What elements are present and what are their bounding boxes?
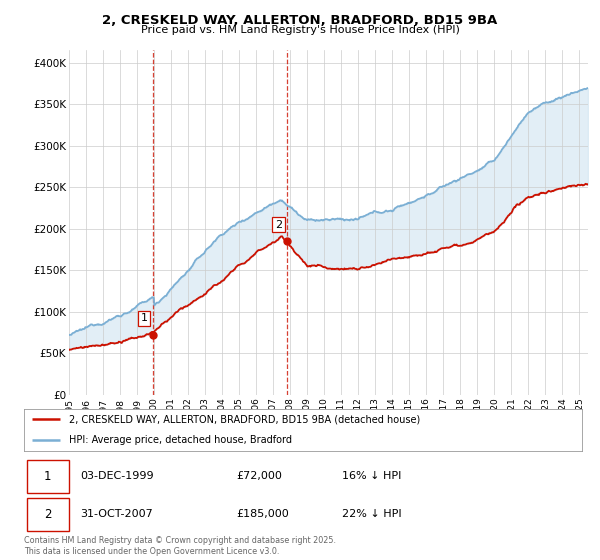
Text: 03-DEC-1999: 03-DEC-1999: [80, 472, 154, 482]
Text: 2, CRESKELD WAY, ALLERTON, BRADFORD, BD15 9BA: 2, CRESKELD WAY, ALLERTON, BRADFORD, BD1…: [103, 14, 497, 27]
Text: Price paid vs. HM Land Registry's House Price Index (HPI): Price paid vs. HM Land Registry's House …: [140, 25, 460, 35]
Text: 1: 1: [141, 314, 148, 324]
Text: £185,000: £185,000: [236, 509, 289, 519]
Text: 1: 1: [44, 470, 52, 483]
Text: 31-OCT-2007: 31-OCT-2007: [80, 509, 152, 519]
Text: HPI: Average price, detached house, Bradford: HPI: Average price, detached house, Brad…: [68, 435, 292, 445]
Text: 2, CRESKELD WAY, ALLERTON, BRADFORD, BD15 9BA (detached house): 2, CRESKELD WAY, ALLERTON, BRADFORD, BD1…: [68, 414, 420, 424]
FancyBboxPatch shape: [27, 498, 68, 531]
Text: 16% ↓ HPI: 16% ↓ HPI: [342, 472, 401, 482]
Text: 2: 2: [44, 508, 52, 521]
Text: 2: 2: [275, 220, 283, 230]
Text: 22% ↓ HPI: 22% ↓ HPI: [342, 509, 401, 519]
Text: £72,000: £72,000: [236, 472, 282, 482]
FancyBboxPatch shape: [27, 460, 68, 493]
Text: Contains HM Land Registry data © Crown copyright and database right 2025.
This d: Contains HM Land Registry data © Crown c…: [24, 536, 336, 556]
